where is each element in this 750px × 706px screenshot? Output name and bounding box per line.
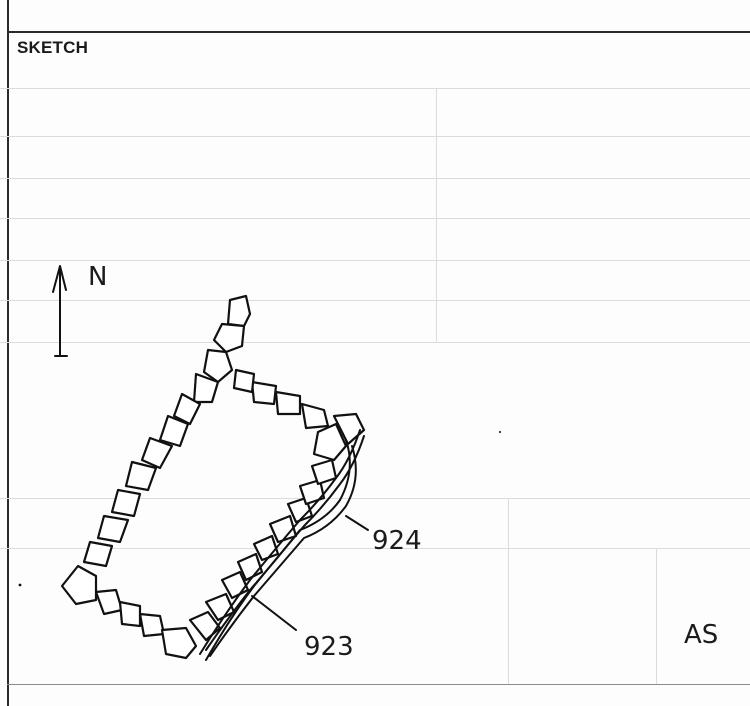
show-through-rule <box>0 342 750 343</box>
show-through-rule <box>656 548 657 684</box>
recorder-initials: AS <box>684 620 719 650</box>
show-through-rule <box>0 260 750 261</box>
show-through-rule <box>0 548 750 549</box>
context-923-channel <box>199 429 365 661</box>
show-through-rule <box>508 498 509 684</box>
stone-outline <box>60 294 366 660</box>
show-through-rule <box>0 178 750 179</box>
sketch-section-label: SKETCH <box>17 38 89 57</box>
context-label-923: 923 <box>304 632 354 662</box>
ink-dot <box>498 430 502 434</box>
ink-dot <box>18 583 22 587</box>
show-through-rule <box>0 136 750 137</box>
top-rule <box>7 31 750 33</box>
leader-line-923 <box>251 595 297 631</box>
show-through-rule <box>0 498 750 499</box>
show-through-rule <box>0 218 750 219</box>
context-label-924: 924 <box>372 526 422 556</box>
show-through-rule <box>0 88 750 89</box>
show-through-rule <box>0 300 750 301</box>
bottom-rule <box>7 684 750 685</box>
north-label: N <box>88 262 108 292</box>
left-border <box>7 0 9 706</box>
leader-line-924 <box>345 515 369 531</box>
show-through-rule <box>436 88 437 342</box>
north-arrow-icon <box>52 265 68 357</box>
